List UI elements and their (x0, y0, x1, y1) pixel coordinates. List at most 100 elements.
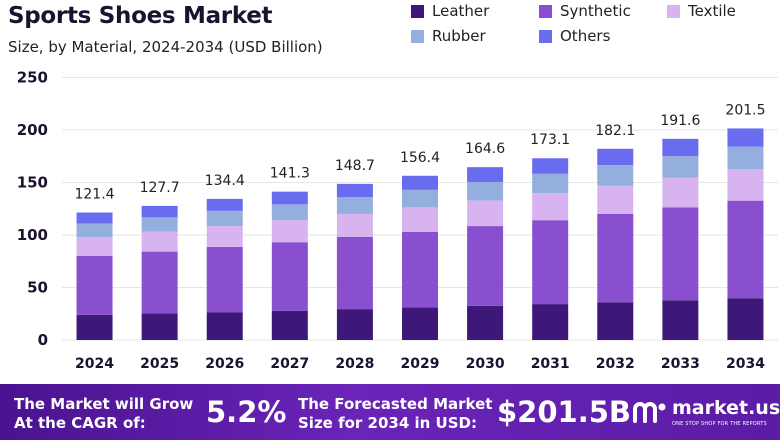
bar-segment-textile-2027 (271, 220, 308, 243)
legend-swatch-rubber (411, 29, 424, 43)
legend-item-synthetic: Synthetic (539, 1, 631, 21)
bar-segment-synthetic-2026 (206, 246, 243, 313)
bar-segment-leather-2024 (76, 314, 113, 340)
x-tick-label-2028: 2028 (335, 356, 374, 372)
total-label-2029: 156.4 (400, 150, 440, 166)
bar-segment-textile-2028 (336, 213, 373, 237)
bar-segment-others-2026 (206, 198, 243, 211)
bar-segment-leather-2034 (727, 298, 764, 340)
y-tick-label-0: 0 (38, 331, 48, 349)
total-label-2031: 173.1 (530, 132, 570, 148)
legend-label-textile: Textile (688, 2, 736, 20)
bar-segment-leather-2027 (271, 310, 308, 340)
bar-segment-rubber-2030 (467, 181, 504, 201)
total-label-2033: 191.6 (660, 113, 700, 129)
x-tick-label-2031: 2031 (531, 356, 570, 372)
bar-segment-rubber-2026 (206, 210, 243, 226)
total-label-2027: 141.3 (270, 166, 310, 182)
forecast-text: The Forecasted Market Size for 2034 in U… (298, 395, 493, 432)
forecast-value: $201.5B (497, 395, 632, 429)
bar-segment-leather-2026 (206, 312, 243, 340)
bar-segment-leather-2033 (662, 300, 699, 340)
cagr-value: 5.2% (206, 395, 287, 429)
brand-logo-icon (633, 402, 666, 423)
legend-item-others: Others (539, 26, 610, 46)
bar-segment-others-2034 (727, 128, 764, 147)
x-tick-label-2026: 2026 (205, 356, 244, 372)
bar-segment-rubber-2034 (727, 146, 764, 170)
bar-segment-textile-2024 (76, 237, 113, 256)
total-label-2028: 148.7 (335, 158, 375, 174)
bar-segment-synthetic-2034 (727, 200, 764, 299)
y-tick-label-100: 100 (17, 226, 48, 244)
y-tick-label-250: 250 (17, 69, 48, 87)
legend-swatch-leather (411, 4, 424, 18)
legend-label-leather: Leather (432, 2, 490, 20)
brand-name: market.us (672, 397, 780, 419)
bar-segment-rubber-2033 (662, 156, 699, 178)
bar-segment-rubber-2024 (76, 223, 113, 238)
legend-swatch-textile (667, 4, 680, 18)
bar-segment-synthetic-2028 (336, 236, 373, 310)
bar-segment-rubber-2032 (597, 165, 634, 186)
brand-tagline: ONE STOP SHOP FOR THE REPORTS (672, 421, 767, 427)
legend-label-synthetic: Synthetic (560, 2, 631, 20)
bar-segment-rubber-2027 (271, 204, 308, 221)
bar-segment-synthetic-2033 (662, 207, 699, 301)
x-tick-label-2030: 2030 (466, 356, 505, 372)
bar-segment-textile-2030 (467, 200, 504, 227)
bar-segment-others-2030 (467, 167, 504, 182)
bar-segment-synthetic-2032 (597, 214, 634, 303)
bar-segment-rubber-2031 (532, 173, 569, 194)
bar-segment-textile-2025 (141, 231, 178, 252)
bar-segment-leather-2032 (597, 302, 634, 340)
bar-segment-leather-2029 (402, 307, 438, 340)
bar-segment-textile-2034 (727, 169, 764, 201)
legend-label-others: Others (560, 27, 611, 45)
bar-segment-textile-2032 (597, 185, 634, 214)
total-label-2032: 182.1 (595, 123, 635, 139)
x-tick-label-2024: 2024 (75, 356, 114, 372)
chart-subtitle: Size, by Material, 2024-2034 (USD Billio… (8, 38, 323, 56)
legend-swatch-others (539, 29, 552, 43)
bar-segment-leather-2030 (467, 305, 504, 340)
bar-segment-rubber-2028 (336, 197, 373, 214)
bar-segment-textile-2031 (532, 193, 569, 221)
bar-segment-others-2029 (402, 175, 438, 190)
x-tick-label-2029: 2029 (401, 356, 440, 372)
legend-item-rubber: Rubber (411, 26, 486, 46)
footer-banner: The Market will Grow At the CAGR of: 5.2… (0, 384, 780, 440)
y-tick-label-50: 50 (27, 279, 48, 297)
bar-segment-others-2024 (76, 212, 113, 224)
legend-item-leather: Leather (411, 1, 489, 21)
bar-segment-textile-2029 (402, 207, 438, 232)
x-tick-label-2025: 2025 (140, 356, 179, 372)
bar-segment-others-2028 (336, 183, 373, 198)
chart-title: Sports Shoes Market (8, 3, 273, 29)
x-tick-label-2033: 2033 (661, 356, 700, 372)
brand-logo[interactable]: market.us ONE STOP SHOP FOR THE REPORTS (632, 397, 780, 433)
bar-segment-leather-2028 (336, 309, 373, 340)
total-label-2024: 121.4 (74, 187, 114, 203)
bar-segment-textile-2033 (662, 177, 699, 208)
bar-segment-synthetic-2027 (271, 242, 308, 311)
cagr-text: The Market will Grow At the CAGR of: (14, 395, 194, 432)
bar-segment-others-2032 (597, 148, 634, 166)
total-label-2026: 134.4 (205, 173, 245, 189)
bar-segment-rubber-2025 (141, 217, 178, 232)
bar-segment-leather-2031 (532, 304, 569, 340)
bar-segment-synthetic-2024 (76, 256, 113, 315)
bar-segment-synthetic-2030 (467, 226, 504, 306)
bar-segment-textile-2026 (206, 225, 243, 247)
bar-segment-rubber-2029 (402, 189, 438, 208)
legend-label-rubber: Rubber (432, 27, 486, 45)
bar-segment-others-2033 (662, 138, 699, 157)
stacked-bar-chart: 0 50 100 150 200 250 121.4 2024 127.7 2025 134.4 20… (17, 69, 778, 372)
bar-segment-others-2025 (141, 205, 178, 218)
total-label-2030: 164.6 (465, 141, 505, 157)
total-label-2025: 127.7 (140, 180, 180, 196)
y-tick-label-200: 200 (17, 121, 48, 139)
x-tick-label-2027: 2027 (270, 356, 309, 372)
bar-segment-synthetic-2025 (141, 251, 178, 314)
bar-segment-others-2031 (532, 158, 569, 174)
